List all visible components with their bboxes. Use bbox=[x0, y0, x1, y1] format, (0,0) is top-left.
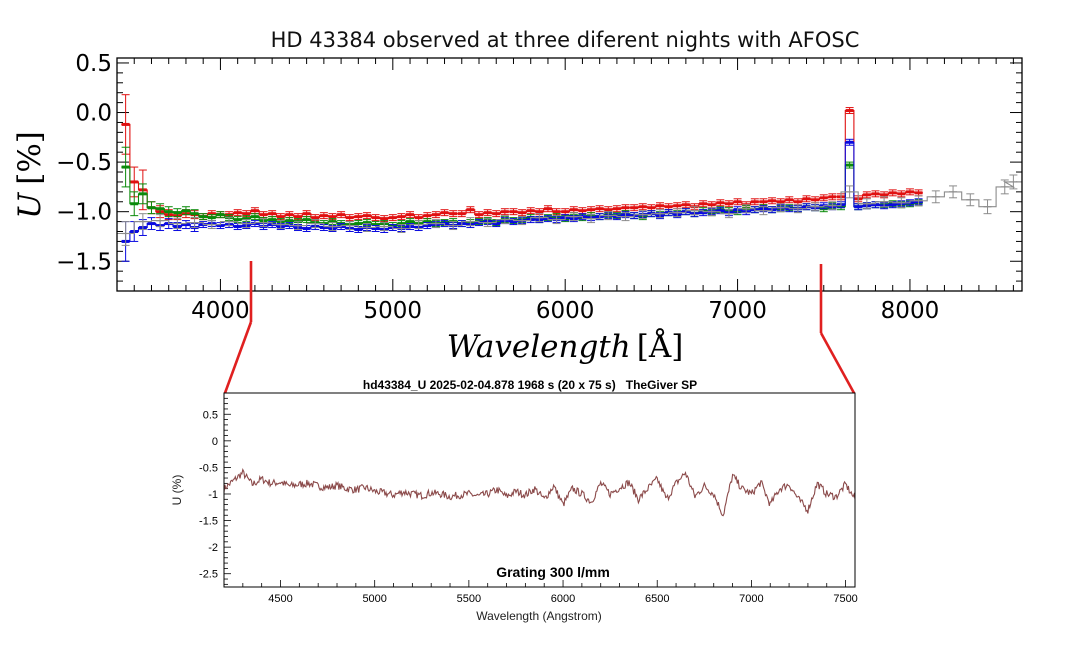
inset-y-tick-label: -0.5 bbox=[199, 462, 218, 474]
main-series-step-line bbox=[121, 109, 923, 220]
main-x-tick-label: 6000 bbox=[536, 298, 595, 324]
inset-y-tick-label: 0.5 bbox=[203, 409, 218, 421]
main-y-tick-label: 0.0 bbox=[75, 101, 112, 127]
main-y-axis-label-text: U bbox=[12, 192, 48, 219]
inset-x-tick-label: 6000 bbox=[551, 593, 575, 605]
main-x-tick-label: 5000 bbox=[364, 298, 423, 324]
main-plot-frame bbox=[116, 57, 1023, 292]
inset-spectrum-line-0 bbox=[223, 467, 856, 517]
main-y-tick-label: −1.0 bbox=[56, 200, 112, 226]
main-x-tick-label: 4000 bbox=[191, 298, 250, 324]
inset-y-tick-label: -2 bbox=[208, 542, 218, 554]
main-series-0 bbox=[121, 94, 923, 223]
inset-x-axis-label: Wavelength (Angstrom) bbox=[476, 609, 602, 623]
main-y-tick-label: −0.5 bbox=[56, 150, 112, 176]
main-y-axis-label: U [%] bbox=[12, 131, 48, 219]
main-ticks bbox=[117, 58, 1022, 292]
inset-title-suffix: TheGiver SP bbox=[626, 378, 697, 392]
inset-x-tick-label: 5500 bbox=[457, 593, 481, 605]
main-x-axis-label: Wavelength [Å] bbox=[447, 327, 684, 365]
inset-x-tick-label: 5000 bbox=[362, 593, 386, 605]
inset-y-tick-label: -1.5 bbox=[199, 516, 218, 528]
inset-x-tick-label: 4500 bbox=[268, 593, 292, 605]
inset-y-tick-label: 0 bbox=[212, 436, 218, 448]
inset-chart-title: hd43384_U 2025-02-04.878 1968 s (20 x 75… bbox=[363, 378, 697, 392]
inset-y-axis-label: U (%) bbox=[170, 475, 184, 506]
main-x-tick-label: 8000 bbox=[881, 298, 940, 324]
inset-y-tick-label: -1 bbox=[208, 489, 218, 501]
main-x-tick-label: 7000 bbox=[708, 298, 767, 324]
inset-plot-frame bbox=[223, 392, 856, 588]
main-series-3 bbox=[117, 174, 1022, 246]
main-y-tick-label: 0.5 bbox=[75, 51, 112, 77]
inset-tick-labels: 4500 5000 5500 6000 6500 7000 7500 0.5 0 -0.5 -1 -1… bbox=[199, 409, 858, 605]
inset-x-tick-label: 7000 bbox=[739, 593, 763, 605]
inset-title-main: hd43384_U 2025-02-04.878 1968 s (20 x 75… bbox=[363, 378, 616, 392]
main-chart-title: HD 43384 observed at three diferent nigh… bbox=[271, 28, 860, 52]
inset-ticks bbox=[224, 397, 846, 587]
inset-x-tick-label: 6500 bbox=[645, 593, 669, 605]
main-y-axis-label-unit: [%] bbox=[12, 131, 48, 185]
inset-y-tick-label: -2.5 bbox=[199, 569, 218, 581]
inset-annotation: Grating 300 l/mm bbox=[496, 564, 610, 580]
zoom-connector-left bbox=[223, 321, 253, 394]
main-tick-labels: 4000 5000 6000 7000 8000 0.5 0.0 −0.5 −1.0 −1.5 bbox=[56, 51, 939, 324]
main-y-tick-label: −1.5 bbox=[56, 249, 112, 275]
main-series bbox=[117, 94, 1022, 262]
main-x-axis-label-unit: [Å] bbox=[637, 327, 684, 365]
inset-series bbox=[223, 467, 856, 517]
zoom-connector-right bbox=[819, 332, 856, 394]
main-x-axis-label-text: Wavelength bbox=[447, 329, 631, 365]
inset-x-tick-label: 7500 bbox=[833, 593, 857, 605]
